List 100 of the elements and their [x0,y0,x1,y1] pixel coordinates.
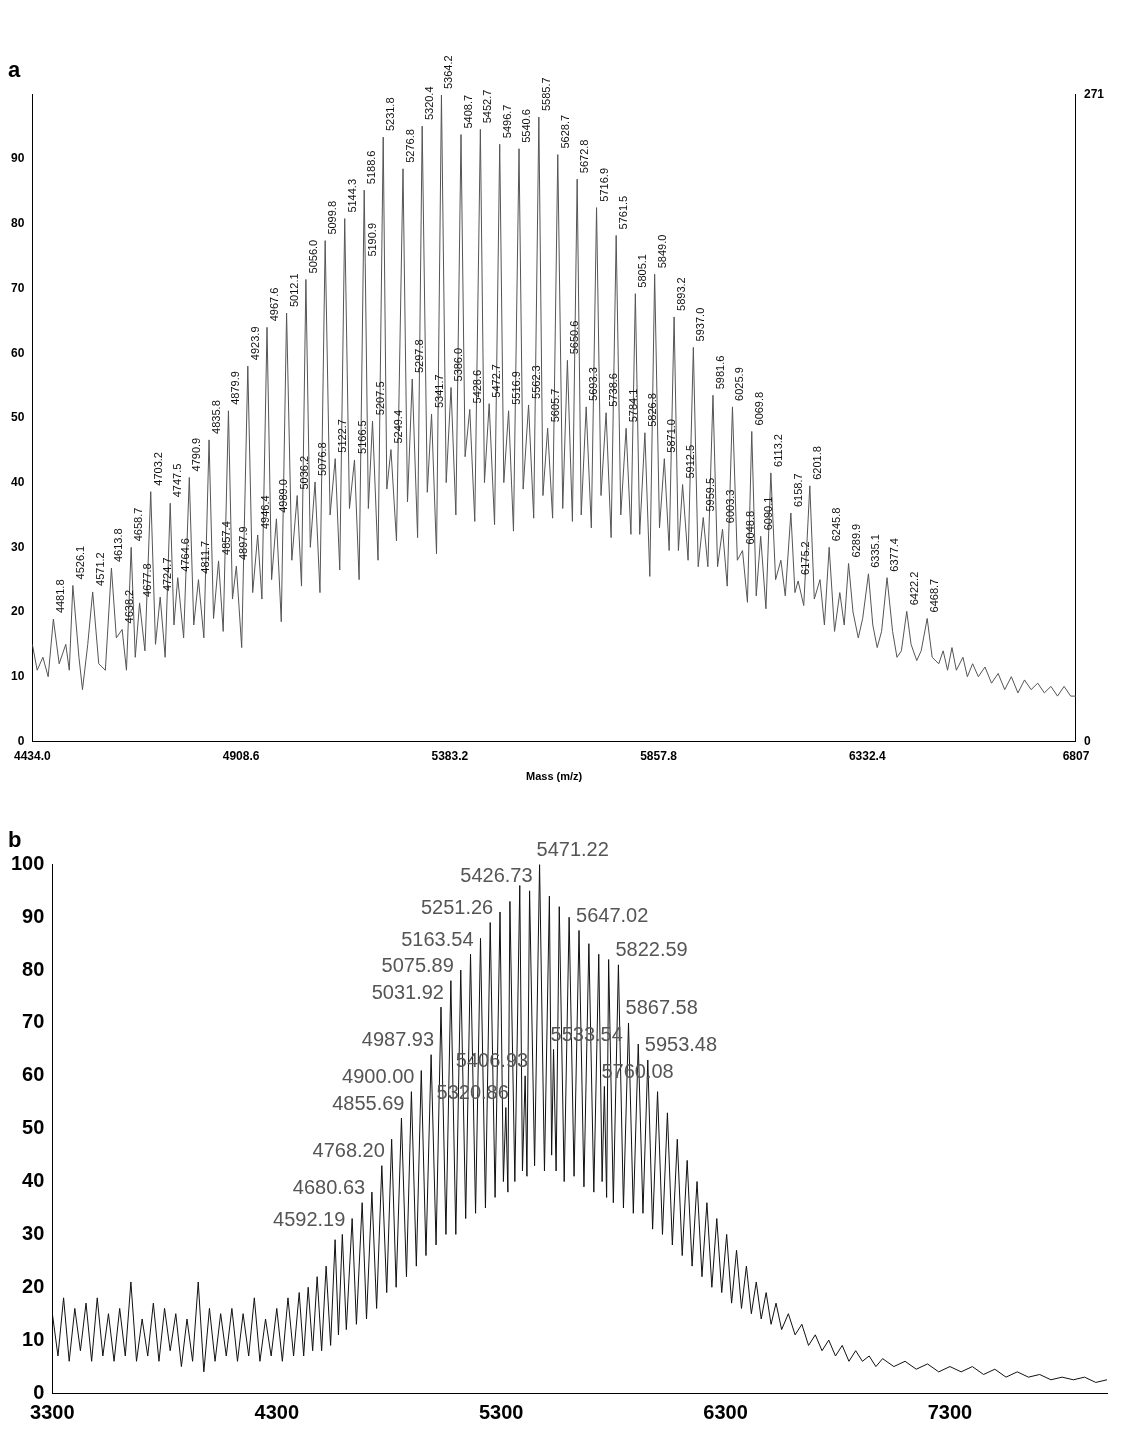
annotation: 5386.0 [452,347,465,382]
annotation: 6335.1 [869,534,882,568]
annotation: 4638.2 [123,589,136,624]
annotation: 5428.6 [470,369,483,404]
y-tick-label: 60 [22,1063,45,1086]
annotation: 4724.7 [161,557,174,592]
y-tick-label: 70 [22,1010,45,1033]
annotation: 4677.8 [140,563,153,597]
annotation: 5075.89 [381,954,454,977]
annotation: 5647.02 [576,903,649,926]
annotation: 5953.48 [644,1033,718,1056]
annotation: 4680.63 [292,1176,366,1199]
y-tick-label: 10 [10,669,25,684]
annotation: 5472.7 [490,364,503,398]
annotation: 6377.4 [888,538,901,572]
annotation: 5122.7 [336,419,349,453]
x-tick-label: 5383.2 [431,748,469,763]
annotation: 5849.0 [655,234,668,269]
annotation: 5471.22 [536,837,609,860]
chart-title: a [8,57,21,83]
y-tick-label: 10 [22,1327,45,1350]
x-tick-label: 4908.6 [222,748,260,763]
annotation: 5959.5 [704,477,717,512]
annotation: 5716.9 [597,167,610,202]
annotation: 5605.7 [548,388,561,423]
annotation: 6289.9 [849,523,862,558]
annotation: 5761.5 [617,195,630,230]
x-tick-label: 7300 [927,1400,973,1423]
annotation: 4879.9 [229,371,242,405]
annotation: 5163.54 [401,927,474,950]
annotation: 6003.3 [723,489,736,524]
annotation: 5231.8 [384,97,397,132]
y-tick-label: 30 [10,539,25,554]
y-tick-label: 80 [10,216,25,231]
annotation: 5426.73 [460,864,533,887]
annotation: 5912.5 [683,444,696,479]
annotation: 6113.2 [771,434,784,467]
annotation: 5031.92 [371,980,444,1003]
annotation: 5076.8 [316,442,329,476]
annotation: 5190.9 [366,222,379,257]
annotation: 4703.2 [151,452,164,486]
x-tick-label: 4300 [254,1400,300,1423]
annotation: 5297.8 [413,339,426,374]
annotation: 5166.5 [355,420,368,454]
x-axis-title: Mass (m/z) [526,770,583,783]
annotation: 5784.1 [627,388,640,423]
annotation: 6090.1 [761,496,774,531]
annotation: 5826.8 [645,393,658,427]
annotation: 6048.8 [743,510,756,545]
y-tick-label: 30 [22,1221,45,1244]
annotation: 4897.9 [237,526,250,561]
annotation: 5341.7 [432,374,445,409]
annotation: 6422.2 [907,571,920,606]
annotation: 5144.3 [345,178,358,213]
annotation: 5672.8 [578,139,591,174]
y-tick-label: 100 [10,851,45,874]
annotation: 4855.69 [332,1091,405,1114]
y-tick-label: 20 [10,604,25,619]
y-tick-label: 90 [22,904,45,927]
annotation: 5893.2 [675,277,688,311]
annotation: 5867.58 [625,996,698,1019]
annotation: 6245.8 [830,507,843,542]
annotation: 5276.8 [404,129,417,163]
y-tick-label: 50 [22,1116,45,1139]
annotation: 4946.4 [258,495,271,530]
chart-title: b [8,827,22,853]
annotation: 5012.1 [287,273,300,308]
annotation: 4811.7 [199,540,212,574]
annotation: 5981.6 [714,355,726,390]
y2-tick-label: 271 [1083,86,1105,101]
annotation: 4747.5 [171,463,184,498]
annotation: 6201.8 [810,446,823,480]
y-tick-label: 40 [10,474,25,489]
annotation: 5364.2 [442,55,455,90]
x-tick-label: 5857.8 [640,748,678,763]
annotation: 4768.20 [312,1139,385,1162]
y-tick-label: 0 [33,1380,45,1403]
annotation: 5320.4 [423,86,436,121]
annotation: 5540.6 [520,109,533,143]
annotation: 5650.6 [568,320,581,355]
annotation: 4613.8 [112,528,125,562]
y-tick-label: 70 [10,280,25,295]
annotation: 4857.4 [219,521,232,555]
annotation: 4967.6 [268,287,281,322]
annotation: 5452.7 [481,89,494,124]
annotation: 4989.0 [277,479,290,513]
x-tick-label: 6332.4 [848,748,886,763]
annotation: 4790.9 [190,437,203,472]
annotation: 5408.7 [462,94,475,129]
y-tick-label: 60 [10,345,25,360]
annotation: 4764.6 [178,538,191,572]
annotation: 5693.3 [587,367,600,401]
annotation: 5562.3 [529,365,542,399]
x-tick-label: 6807 [1062,748,1090,763]
annotation: 6069.8 [752,391,765,426]
annotation: 6175.2 [799,541,812,575]
annotation: 5871.0 [665,419,678,453]
annotation: 4481.8 [54,579,67,614]
y-tick-label: 90 [10,151,25,166]
annotation: 4835.8 [210,400,223,434]
